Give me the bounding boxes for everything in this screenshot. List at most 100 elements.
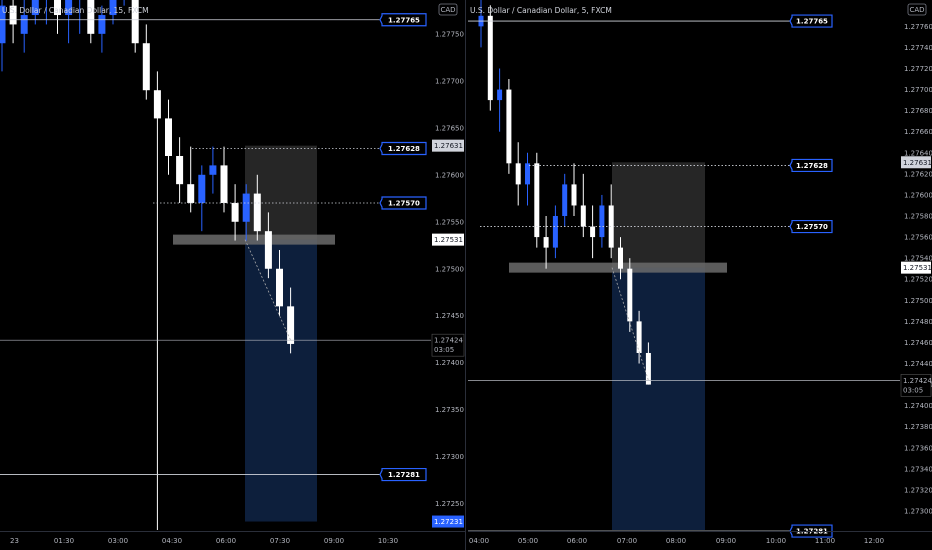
- level-label: 1.27765: [796, 18, 828, 26]
- level-label: 1.27281: [388, 471, 420, 479]
- countdown-label: 03:05: [903, 386, 923, 394]
- y-tick-label: 1.27750: [435, 30, 464, 38]
- x-tick-label: 03:00: [108, 537, 128, 545]
- currency-label: CAD: [909, 6, 924, 14]
- current-price-tag: [900, 374, 932, 397]
- stop-loss-zone: [612, 162, 705, 268]
- y-tick-label: 1.27700: [435, 77, 464, 85]
- y-tick-label: 1.27560: [904, 234, 932, 242]
- y-tick-label: 1.27300: [435, 453, 464, 461]
- candle-body: [54, 0, 61, 16]
- candle-body: [580, 205, 586, 227]
- level-label: 1.27765: [388, 16, 420, 24]
- y-tick-label: 1.27250: [435, 500, 464, 508]
- candle-body: [525, 163, 530, 185]
- y-tick-label: 1.27360: [904, 444, 932, 452]
- candle-body: [599, 205, 605, 238]
- y-tick-label: 1.27300: [904, 508, 932, 516]
- y-tick-label: 1.27620: [904, 170, 932, 178]
- candle-body: [287, 306, 295, 344]
- candle-body: [109, 0, 117, 16]
- level-label-box: [379, 196, 427, 210]
- candle-body: [627, 268, 633, 322]
- y-tick-label: 1.27680: [904, 107, 932, 115]
- candle-body: [645, 352, 651, 385]
- candle-body: [562, 184, 568, 217]
- candle-body: [65, 0, 73, 16]
- candle-body: [165, 118, 172, 156]
- currency-label: CAD: [440, 6, 455, 14]
- candle-body: [242, 193, 250, 222]
- candle-body: [487, 15, 493, 101]
- y-tick-label: 1.27760: [904, 23, 932, 31]
- y-tick-label: 1.27480: [904, 318, 932, 326]
- right-chart-panel[interactable]: 1.277651.276281.275701.272811.277601.277…: [468, 0, 932, 550]
- x-tick-label: 07:30: [270, 537, 290, 545]
- candle-body: [187, 184, 195, 203]
- price-tag: [901, 261, 931, 274]
- y-tick-label: 1.27600: [435, 171, 464, 179]
- y-tick-label: 1.27440: [904, 360, 932, 368]
- y-tick-label: 1.27500: [904, 297, 932, 305]
- y-tick-label: 1.27550: [435, 218, 464, 226]
- x-tick-label: 10:00: [766, 537, 786, 545]
- left-chart-panel[interactable]: 1.27765 1.27628 1.27570 1.27281 1.27750 1.277…: [0, 0, 465, 550]
- y-tick-label: 1.27320: [904, 486, 932, 494]
- candle-body: [220, 165, 228, 203]
- price-tag-label: 1.27531: [434, 236, 463, 244]
- price-tag-label: 1.27531: [903, 264, 932, 272]
- chart-title: U.S. Dollar / Canadian Dollar, 5, FXCM: [470, 6, 612, 15]
- y-tick-label: 1.27650: [435, 124, 464, 132]
- y-tick-label: 1.27600: [904, 191, 932, 199]
- candle-body: [253, 193, 261, 232]
- x-tick-label: 01:30: [54, 537, 74, 545]
- price-scale: [431, 0, 465, 550]
- candle-body: [198, 174, 206, 203]
- y-tick-label: 1.27640: [904, 149, 932, 157]
- currency-badge: [907, 3, 927, 16]
- level-label: 1.27628: [388, 145, 420, 153]
- entry-zone: [173, 234, 335, 245]
- x-tick-label: 05:00: [518, 537, 538, 545]
- y-tick-label: 1.27540: [904, 255, 932, 263]
- price-tag-label: 1.27231: [434, 518, 463, 526]
- x-tick-label: 10:30: [378, 537, 398, 545]
- candle-body: [176, 155, 184, 185]
- level-label-box: [379, 467, 427, 482]
- price-tag: [901, 156, 931, 169]
- x-tick-label: 06:00: [216, 537, 236, 545]
- level-label: 1.27570: [796, 223, 828, 231]
- price-tag: [432, 233, 464, 246]
- level-label-box: [379, 141, 427, 156]
- candle-body: [98, 15, 106, 34]
- price-tag: [432, 139, 464, 152]
- y-tick-label: 1.27340: [904, 465, 932, 473]
- y-tick-label: 1.27740: [904, 44, 932, 52]
- level-label-box: [379, 13, 427, 27]
- candle-body: [506, 89, 512, 164]
- y-tick-label: 1.27460: [904, 339, 932, 347]
- candle-body: [590, 226, 596, 238]
- candle-body: [571, 184, 577, 206]
- x-tick-label: 09:00: [324, 537, 344, 545]
- chart-title: U.S. Dollar / Canadian Dollar, 15, FXCM: [2, 6, 149, 15]
- y-tick-label: 1.27660: [904, 128, 932, 136]
- candle-body: [20, 15, 28, 34]
- y-tick-label: 1.27380: [904, 423, 932, 431]
- candle-body: [153, 90, 161, 119]
- x-tick-label: 23: [10, 537, 19, 545]
- x-tick-label: 09:00: [716, 537, 736, 545]
- projection-path: [244, 239, 291, 341]
- level-label-box: [789, 14, 833, 28]
- price-tag-label: 1.27631: [903, 159, 932, 167]
- y-tick-label: 1.27700: [904, 86, 932, 94]
- y-tick-label: 1.27720: [904, 65, 932, 73]
- candle-body: [618, 247, 623, 269]
- y-tick-label: 1.27400: [904, 402, 932, 410]
- currency-badge: [438, 3, 458, 16]
- y-tick-label: 1.27450: [435, 312, 464, 320]
- price-tag: [432, 515, 464, 528]
- y-tick-label: 1.27500: [435, 265, 464, 273]
- x-tick-label: 08:00: [666, 537, 686, 545]
